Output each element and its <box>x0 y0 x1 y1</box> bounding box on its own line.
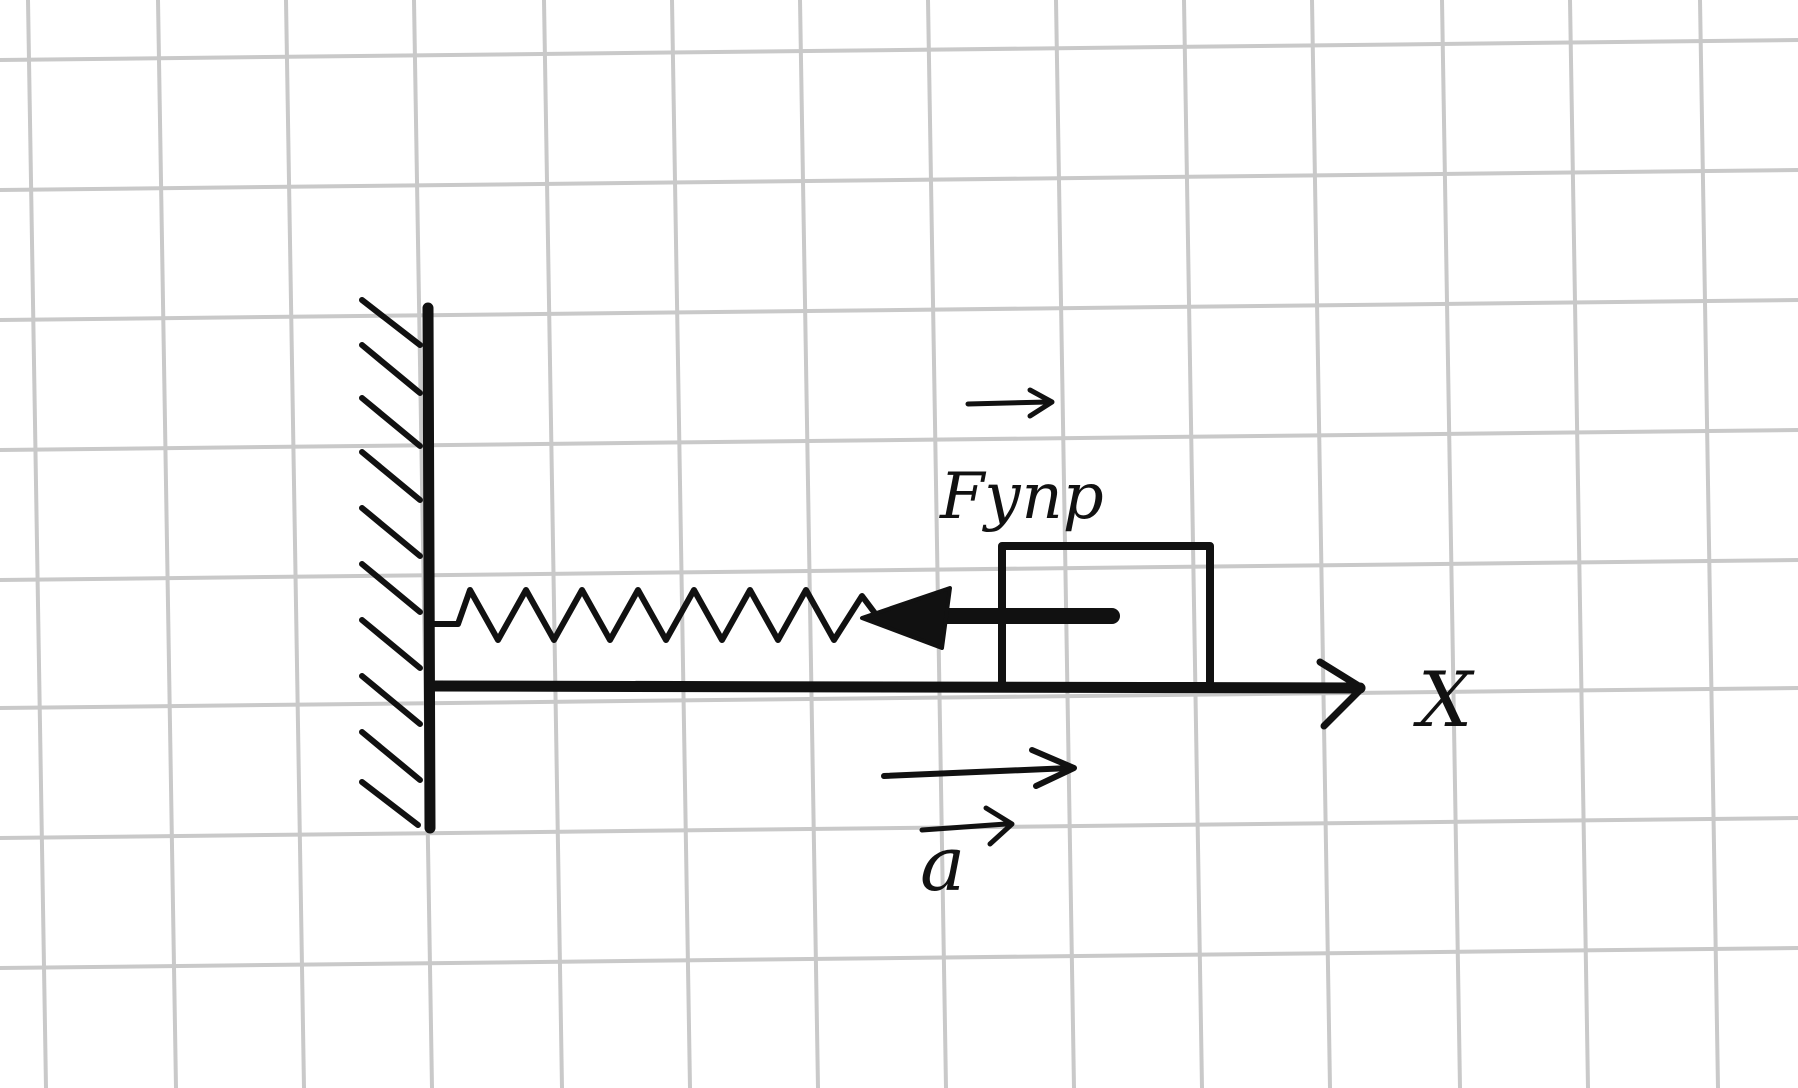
force-vector-mark <box>965 399 1051 407</box>
grid-line-vertical <box>542 0 564 1088</box>
force-label: Fупр <box>939 460 1104 534</box>
grid-line-horizontal <box>0 946 1798 970</box>
wall-hatching <box>359 297 423 828</box>
force-vector-mark-head <box>1027 387 1055 419</box>
grid-line-vertical <box>26 0 48 1088</box>
acceleration-vector-mark <box>919 821 1009 833</box>
acceleration-arrow <box>881 765 1073 779</box>
x-axis-arrowhead <box>1316 658 1366 730</box>
acceleration-vector-mark-head <box>983 805 1015 847</box>
grid-line-vertical <box>1568 0 1590 1088</box>
x-axis-line <box>426 680 1366 694</box>
grid-line-vertical <box>1310 0 1332 1088</box>
x-axis-label: X <box>1413 655 1475 744</box>
grid-line-vertical <box>1698 0 1720 1088</box>
grid-line-horizontal <box>0 298 1798 322</box>
grid-line-vertical <box>156 0 178 1088</box>
grid-line-horizontal <box>0 816 1798 840</box>
grid-line-vertical <box>1440 0 1462 1088</box>
grid-line-vertical <box>412 0 434 1088</box>
grid-line-vertical <box>284 0 306 1088</box>
grid-line-horizontal <box>0 558 1798 582</box>
grid-line-horizontal <box>0 38 1798 62</box>
grid-line-horizontal <box>0 168 1798 192</box>
acceleration-arrowhead <box>1029 747 1077 789</box>
elastic-force-arrowhead <box>860 586 952 650</box>
spring <box>429 587 883 643</box>
grid-line-horizontal <box>0 428 1798 452</box>
grid-line-horizontal <box>0 686 1798 710</box>
acceleration-label: a <box>920 819 965 908</box>
wall-line <box>422 302 436 834</box>
